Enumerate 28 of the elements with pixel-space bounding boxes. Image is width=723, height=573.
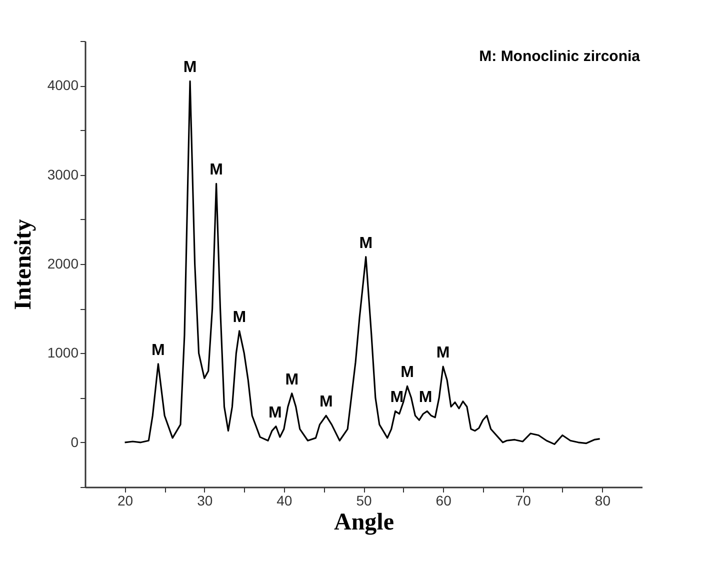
- annotation: M: [285, 371, 299, 388]
- x-tick-label: 70: [515, 492, 532, 508]
- annotation: M: Monoclinic zirconia: [479, 48, 641, 65]
- y-tick-label: 2000: [47, 256, 79, 272]
- annotation: M: [319, 394, 333, 411]
- annotation: M: [268, 404, 282, 422]
- y-tick-label: 0: [70, 434, 79, 450]
- x-axis-title: Angle: [334, 510, 394, 536]
- annotation: M: [183, 59, 197, 76]
- x-tick-label: 30: [197, 492, 213, 508]
- x-tick-label: 20: [117, 492, 134, 508]
- annotation: M: [210, 162, 223, 179]
- annotation: M: [152, 342, 165, 359]
- y-axis-title: Intensity: [10, 219, 36, 310]
- annotation: M: [436, 344, 450, 362]
- x-tick-label: 50: [356, 492, 372, 508]
- x-tick-label: 80: [594, 492, 611, 508]
- y-tick-label: 3000: [47, 166, 79, 182]
- x-tick-label: 60: [436, 492, 452, 508]
- annotation: M: [359, 234, 373, 252]
- y-tick-label: 1000: [47, 344, 79, 361]
- annotation: M: [418, 389, 432, 406]
- annotation: M: [232, 308, 246, 326]
- x-tick-label: 40: [276, 492, 292, 508]
- y-tick-label: 4000: [47, 77, 79, 94]
- annotation: M: [400, 364, 414, 382]
- line-series: [124, 80, 601, 445]
- annotation: M: [390, 389, 404, 406]
